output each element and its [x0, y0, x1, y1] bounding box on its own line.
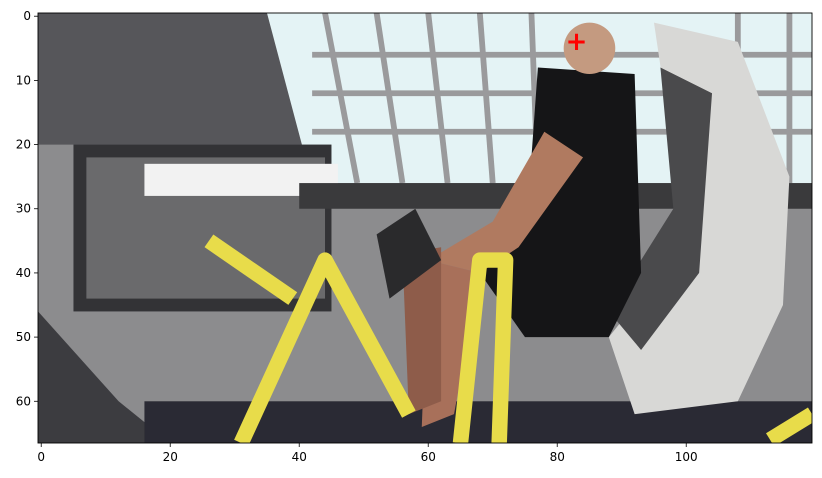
y-tick-label: 40 — [16, 266, 31, 280]
x-tick-label: 20 — [163, 450, 178, 464]
y-tick-label: 20 — [16, 138, 31, 152]
y-tick-label: 60 — [16, 394, 31, 408]
x-tick-label: 80 — [550, 450, 565, 464]
x-tick-label: 40 — [292, 450, 307, 464]
x-tick-label: 60 — [421, 450, 436, 464]
x-tick-label: 100 — [675, 450, 698, 464]
axes: +0 20 40 60 80 100 0 10 20 30 40 50 60 — [16, 9, 813, 464]
y-tick-label: 0 — [23, 9, 31, 23]
axes-frame — [37, 12, 813, 444]
y-tick-label: 10 — [16, 73, 31, 87]
image-area — [38, 13, 812, 443]
y-tick-label: 50 — [16, 330, 31, 344]
x-tick-label: 0 — [37, 450, 45, 464]
image — [38, 13, 812, 443]
y-tick-label: 30 — [16, 202, 31, 216]
marker: + — [566, 27, 588, 57]
